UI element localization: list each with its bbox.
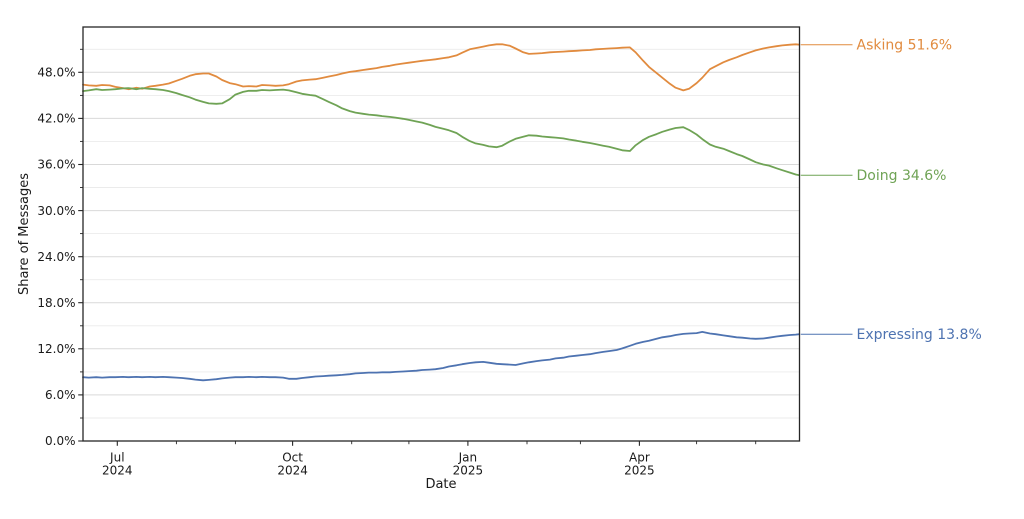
series-line-doing [82, 87, 801, 177]
x-tick-label-year: 2025 [453, 464, 484, 478]
y-tick-label: 36.0% [37, 158, 75, 172]
x-tick-label-year: 2024 [277, 464, 308, 478]
y-tick-label: 30.0% [37, 204, 75, 218]
y-tick-label: 12.0% [37, 342, 75, 356]
y-tick-label: 18.0% [37, 296, 75, 310]
x-tick-label-year: 2024 [102, 464, 133, 478]
series-end-label-doing: Doing 34.6% [857, 168, 947, 184]
y-tick-label: 42.0% [37, 112, 75, 126]
y-axis-ticks: 0.0% 6.0% 12.0% 18.0% 24.0% 30.0% 36.0% 42.0% 48… [37, 48, 83, 448]
gridlines-minor [83, 48, 800, 419]
series-end-label-expressing: Expressing 13.8% [857, 327, 982, 343]
y-tick-label: 48.0% [37, 66, 75, 80]
series-line-asking [82, 43, 801, 92]
x-tick-label-month: Oct [282, 451, 303, 465]
y-tick-label: 6.0% [45, 388, 76, 402]
x-tick-label-year: 2025 [624, 464, 655, 478]
y-axis-title: Share of Messages [17, 173, 32, 295]
series-line-expressing [82, 330, 801, 382]
x-axis-title: Date [425, 477, 456, 492]
x-tick-label-month: Jul [109, 451, 124, 465]
series-lines [82, 43, 801, 382]
y-tick-label: 24.0% [37, 250, 75, 264]
x-tick-label-month: Jan [458, 451, 478, 465]
series-end-labels: Asking 51.6% Doing 34.6% Expressing 13.8% [801, 37, 982, 343]
y-tick-label: 0.0% [45, 434, 76, 448]
series-end-label-asking: Asking 51.6% [857, 37, 953, 53]
x-tick-label-month: Apr [629, 451, 650, 465]
